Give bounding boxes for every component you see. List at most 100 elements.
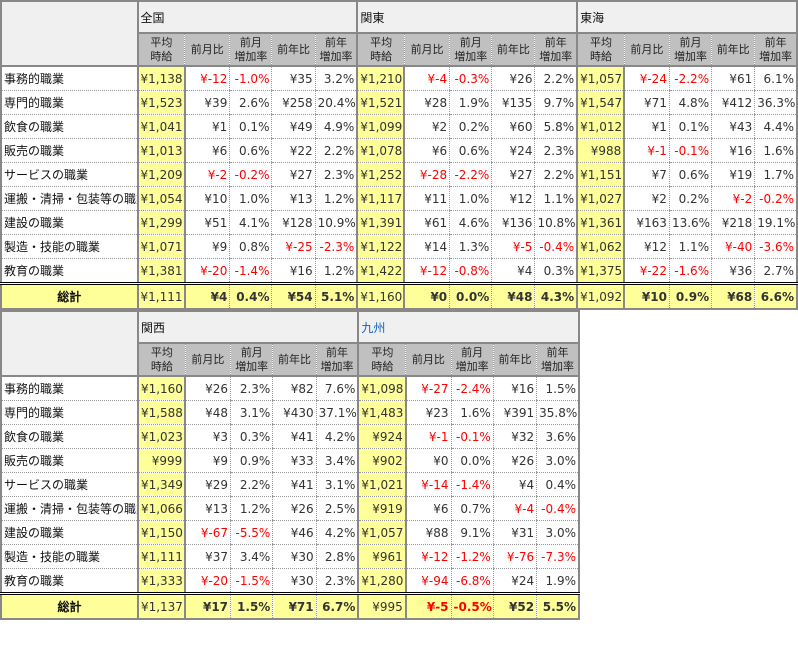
value-cell: 35.8% [536,400,581,425]
value-cell: ¥391 [492,400,537,425]
avg-wage-cell: ¥1,041 [136,114,186,139]
total-cell: 6.7% [315,592,360,620]
value-cell: -0.1% [450,424,494,449]
total-cell: ¥0 [403,282,450,310]
value-cell: ¥-12 [403,258,450,284]
avg-wage-cell: ¥1,054 [136,186,186,211]
avg-wage-cell: ¥1,066 [136,496,187,521]
value-cell: -1.0% [229,66,272,91]
occupation-label: 製造・技能の職業 [0,544,139,569]
value-cell: 1.7% [754,162,798,187]
total-row: 総計 ¥1,111 ¥4 0.4% ¥54 5.1% ¥1,160 ¥0 0.0% ¥48 4.3%… [0,282,798,310]
value-cell: -0.2% [754,186,798,211]
value-cell: 1.2% [230,496,273,521]
value-cell: ¥35 [271,66,316,91]
value-cell: 1.0% [449,186,492,211]
value-cell: ¥4 [491,258,535,284]
avg-wage-cell: ¥1,150 [136,520,187,545]
value-cell: ¥-24 [623,66,670,91]
column-header: 前月 増加率 [668,33,712,67]
value-cell: ¥13 [184,496,231,521]
region-name[interactable]: 九州 [357,310,580,344]
occupation-label: 事務的職業 [0,66,139,91]
value-cell: 4.6% [449,210,492,235]
value-cell: ¥9 [184,448,231,473]
value-cell: ¥3 [184,424,231,449]
table-row: 建設の職業 ¥1,150 ¥-67 -5.5% ¥46 4.2% ¥1,057 ¥88 9.1%… [0,520,581,545]
total-cell: ¥54 [271,282,316,310]
value-cell: 0.1% [229,114,272,139]
table-row: 建設の職業 ¥1,299 ¥51 4.1% ¥128 10.9% ¥1,391 ¥61 4.6%… [0,210,798,235]
value-cell: 6.1% [754,66,798,91]
value-cell: ¥60 [491,114,535,139]
avg-wage-cell: ¥1,151 [576,162,626,187]
value-cell: 2.8% [315,544,360,569]
value-cell: -0.4% [534,234,579,259]
value-cell: -0.8% [449,258,492,284]
value-cell: ¥-20 [184,258,230,284]
table-row: 事務的職業 ¥1,138 ¥-12 -1.0% ¥35 3.2% ¥1,210 ¥-4 -0.3… [0,66,798,91]
value-cell: ¥30 [272,568,317,594]
column-header: 前年 増加率 [314,33,359,67]
total-label: 総計 [0,282,139,310]
value-cell: ¥49 [271,114,316,139]
column-header: 前月比 [403,33,450,67]
value-cell: ¥128 [271,210,316,235]
table-row: 運搬・清掃・包装等の職業 ¥1,054 ¥10 1.0% ¥13 1.2% ¥1,117 ¥1… [0,186,798,211]
value-cell: ¥11 [403,186,450,211]
region-header-row: 関西 九州 [0,310,580,377]
value-cell: ¥10 [184,186,230,211]
value-cell: -0.1% [668,138,712,163]
value-cell: 1.9% [449,90,492,115]
value-cell: -3.6% [754,234,798,259]
value-cell: 2.3% [315,568,360,594]
value-cell: ¥71 [623,90,670,115]
value-cell: ¥-20 [184,568,231,594]
value-cell: ¥-1 [405,424,452,449]
value-cell: ¥-5 [491,234,535,259]
avg-wage-cell: ¥1,099 [356,114,406,139]
avg-wage-cell: ¥1,078 [356,138,406,163]
avg-wage-cell: ¥1,071 [136,234,186,259]
value-cell: ¥-22 [623,258,670,284]
table-row: 運搬・清掃・包装等の職業 ¥1,066 ¥13 1.2% ¥26 2.5% ¥919 ¥6 0.… [0,496,581,521]
avg-wage-cell: ¥1,057 [576,66,626,91]
value-cell: -0.2% [229,162,272,187]
value-cell: 0.2% [668,186,712,211]
column-header: 前月比 [184,33,230,67]
value-cell: 0.7% [450,496,494,521]
value-cell: ¥7 [623,162,670,187]
value-cell: -1.4% [229,258,272,284]
avg-wage-cell: ¥1,252 [356,162,406,187]
avg-wage-cell: ¥1,122 [356,234,406,259]
value-cell: ¥-1 [623,138,670,163]
value-cell: 2.2% [230,472,273,497]
value-cell: -2.4% [450,376,494,401]
avg-wage-cell: ¥1,333 [136,568,187,594]
total-cell: 4.3% [534,282,579,310]
value-cell: 7.6% [315,376,360,401]
avg-wage-cell: ¥988 [576,138,626,163]
column-header: 前年比 [492,343,537,377]
occupation-label: 販売の職業 [0,448,139,473]
column-header: 前年 増加率 [536,343,581,377]
avg-wage-cell: ¥1,349 [136,472,187,497]
occupation-label: サービスの職業 [0,472,139,497]
value-cell: ¥-2 [711,186,755,211]
value-cell: ¥16 [271,258,316,284]
value-cell: 1.0% [229,186,272,211]
table-row: 飲食の職業 ¥1,041 ¥1 0.1% ¥49 4.9% ¥1,099 ¥2 0.2% ¥60 5… [0,114,798,139]
occupation-label: 運搬・清掃・包装等の職業 [0,186,139,211]
table-row: 販売の職業 ¥1,013 ¥6 0.6% ¥22 2.2% ¥1,078 ¥6 0.6% ¥24 2… [0,138,798,163]
value-cell: ¥-25 [271,234,316,259]
value-cell: ¥41 [272,424,317,449]
value-cell: ¥-40 [711,234,755,259]
value-cell: 4.4% [754,114,798,139]
total-label: 総計 [0,592,139,620]
occupation-label: 製造・技能の職業 [0,234,139,259]
value-cell: ¥33 [272,448,317,473]
occupation-label: 教育の職業 [0,568,139,594]
occupation-label: 建設の職業 [0,520,139,545]
value-cell: -1.2% [450,544,494,569]
value-cell: 19.1% [754,210,798,235]
